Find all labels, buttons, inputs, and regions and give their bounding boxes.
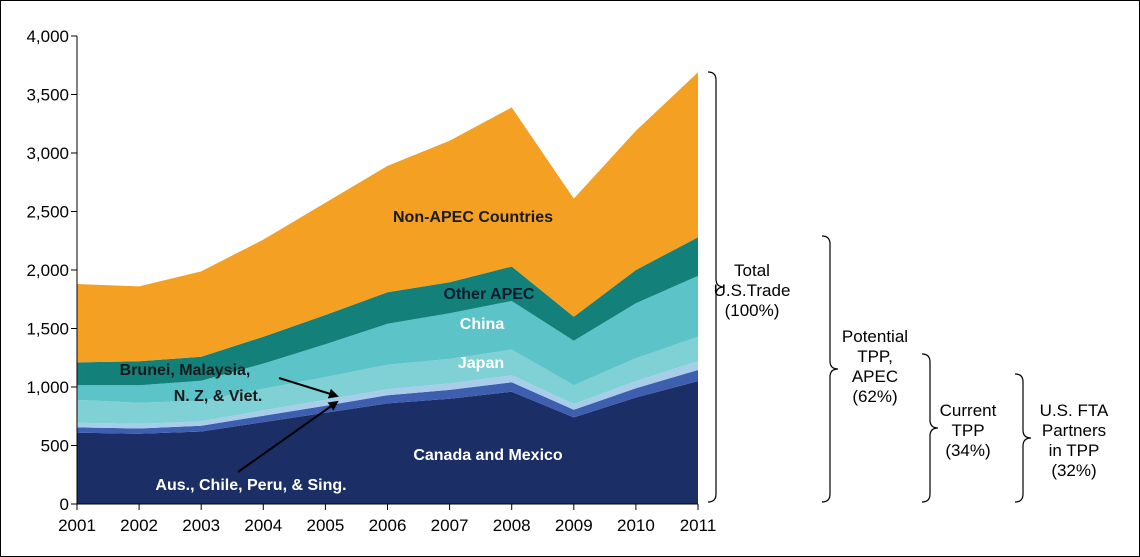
y-tick-label: 1,500 [26,320,69,339]
bracket-label-line: (32%) [1051,461,1096,480]
bracket-label-line: Partners [1042,421,1106,440]
y-tick-label: 4,000 [26,27,69,46]
area-other-apec [77,237,698,386]
arrow-brunei [278,377,339,399]
bracket-label-line: in TPP [1049,441,1100,460]
x-tick-label: 2008 [493,516,531,535]
bracket-label-line: Potential [842,327,908,346]
bracket-label-line: Total [734,261,770,280]
area-china [77,275,698,403]
label-japan: Japan [458,355,504,372]
bracket-0 [707,71,725,503]
y-tick-label: 2,500 [26,203,69,222]
area-non-apec-countries [77,72,698,363]
x-tick-label: 2002 [120,516,158,535]
x-tick-label: 2011 [680,516,717,535]
bracket-label-line: TPP [951,421,984,440]
bracket-1 [821,235,839,503]
x-tick-label: 2003 [182,516,220,535]
area-brunei-malaysia-n-z-viet [77,361,698,429]
label-china: China [460,316,505,333]
axes: 0 500 1,000 1,500 2,000 2,500 3,000 3,500 4,000 2… [26,27,716,535]
y-tick-label: 1,000 [26,378,69,397]
annotation-arrows [237,377,339,473]
x-tick-label: 2001 [58,516,96,535]
label-non-apec: Non-APEC Countries [393,209,553,226]
area-aus-chile-peru-sing [77,370,698,434]
y-tick-label: 3,500 [26,86,69,105]
bracket-label-line: TPP, [857,347,893,366]
bracket-label-line: Current [940,401,997,420]
x-tick-label: 2005 [306,516,344,535]
arrow-aus [237,400,339,473]
y-tick-label: 3,000 [26,144,69,163]
x-tick-label: 2006 [369,516,407,535]
x-tick-label: 2004 [244,516,282,535]
label-brunei-line1: Brunei, Malaysia, [120,362,251,379]
label-other-apec: Other APEC [444,286,535,303]
area-canada-and-mexico [77,381,698,504]
bracket-label-line: U.S.Trade [714,281,791,300]
area-layers [77,72,698,504]
label-aus-chile: Aus., Chile, Peru, & Sing. [155,477,346,494]
y-tick-label: 2,000 [26,261,69,280]
label-brunei-line2: N. Z, & Viet. [174,388,263,405]
label-canada-mexico: Canada and Mexico [413,447,563,464]
x-tick-label: 2009 [555,516,593,535]
bracket-3 [1014,373,1032,503]
bracket-2 [921,353,939,503]
x-tick-label: 2010 [617,516,655,535]
y-tick-label: 0 [60,495,69,514]
bracket-label-line: (100%) [725,301,780,320]
area-japan [77,336,698,424]
area-labels: Non-APEC Countries Other APEC China Japa… [120,209,563,494]
bracket-label-line: APEC [852,367,898,386]
x-tick-label: 2007 [431,516,469,535]
y-tick-label: 500 [41,437,69,456]
bracket-label-line: U.S. FTA [1040,401,1109,420]
bracket-label-line: (62%) [852,387,897,406]
bracket-label-line: (34%) [945,441,990,460]
